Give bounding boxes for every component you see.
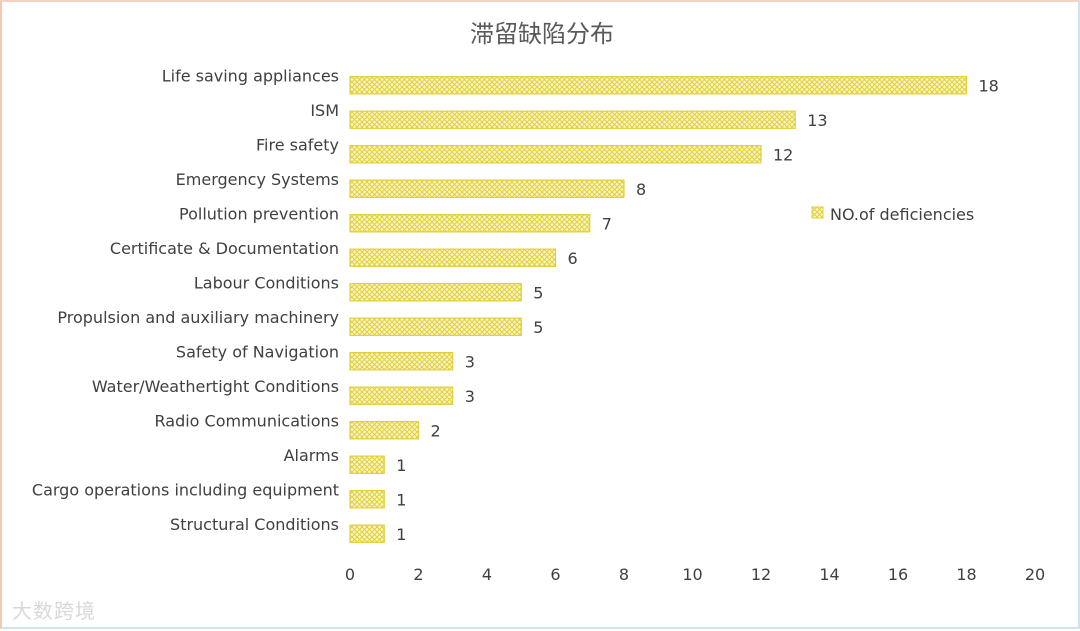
category-label: Propulsion and auxiliary machinery <box>57 308 339 327</box>
category-label: Fire safety <box>256 135 339 154</box>
value-label: 12 <box>773 145 793 164</box>
legend-label: NO.of deficiencies <box>830 205 974 224</box>
bar <box>349 352 454 371</box>
category-label: Certificate & Documentation <box>110 239 339 258</box>
value-label: 1 <box>396 525 406 544</box>
category-label: Life saving appliances <box>162 66 339 85</box>
category-label: Radio Communications <box>155 411 340 430</box>
category-label: Labour Conditions <box>194 273 339 292</box>
x-tick-label: 20 <box>1025 565 1045 584</box>
x-tick-label: 4 <box>482 565 492 584</box>
category-label: Cargo operations including equipment <box>32 480 339 499</box>
bar <box>349 283 522 302</box>
category-label: Emergency Systems <box>176 170 339 189</box>
x-tick-label: 16 <box>888 565 908 584</box>
category-label: Structural Conditions <box>170 515 339 534</box>
legend: NO.of deficiencies <box>811 205 974 224</box>
bar <box>349 386 454 405</box>
bar <box>349 145 762 164</box>
bar <box>349 248 557 267</box>
watermark: 大数跨境 <box>12 599 96 623</box>
x-tick-label: 12 <box>751 565 771 584</box>
category-label: Water/Weathertight Conditions <box>92 377 339 396</box>
category-label: Pollution prevention <box>179 204 339 223</box>
bar <box>349 524 385 543</box>
value-label: 1 <box>396 456 406 475</box>
value-label: 5 <box>533 318 543 337</box>
bar <box>349 455 385 474</box>
value-label: 8 <box>636 180 646 199</box>
x-tick-label: 2 <box>413 565 423 584</box>
value-label: 7 <box>602 214 612 233</box>
value-label: 5 <box>533 283 543 302</box>
bar <box>349 110 796 129</box>
category-label: Alarms <box>284 446 339 465</box>
category-label: Safety of Navigation <box>176 342 339 361</box>
value-label: 3 <box>465 387 475 406</box>
x-tick-label: 18 <box>956 565 976 584</box>
x-tick-label: 6 <box>550 565 560 584</box>
value-label: 2 <box>431 421 441 440</box>
x-tick-label: 8 <box>619 565 629 584</box>
bar <box>349 179 625 198</box>
bar <box>349 76 968 95</box>
x-tick-label: 10 <box>682 565 702 584</box>
value-label: 1 <box>396 490 406 509</box>
chart-title: 滞留缺陷分布 <box>470 20 614 48</box>
x-tick-label: 0 <box>345 565 355 584</box>
x-tick-label: 14 <box>819 565 839 584</box>
bar <box>349 317 522 336</box>
value-label: 13 <box>807 111 827 130</box>
bar <box>349 490 385 509</box>
bar <box>349 214 591 233</box>
value-label: 6 <box>568 249 578 268</box>
category-label: ISM <box>310 101 339 120</box>
legend-swatch <box>811 206 824 219</box>
value-label: 3 <box>465 352 475 371</box>
bar <box>349 421 420 440</box>
value-label: 18 <box>979 76 999 95</box>
